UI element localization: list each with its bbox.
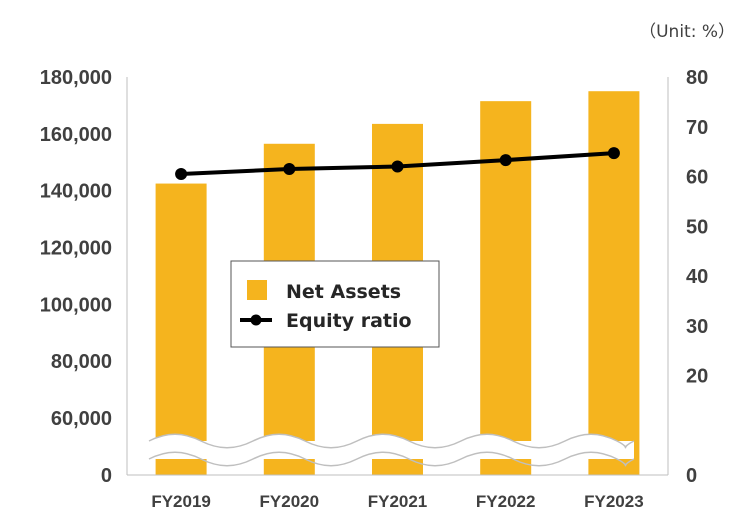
category-label-fy2019: FY2019 [151, 492, 211, 511]
legend-swatch-marker-equity-ratio [250, 314, 262, 326]
left-axis-ticks: 0 60,000 80,000 100,000 120,000 140,000 160,00… [40, 67, 112, 487]
right-tick-label: 50 [686, 216, 708, 238]
category-label-fy2020: FY2020 [260, 492, 320, 511]
legend-swatch-net-assets [247, 280, 267, 300]
left-tick-label: 160,000 [40, 124, 112, 146]
unit-label: （Unit: %） [639, 22, 735, 42]
equity-ratio-point-fy2020 [283, 163, 296, 176]
right-tick-label: 80 [686, 67, 708, 89]
legend-label-net-assets: Net Assets [286, 281, 401, 303]
bar-fy2019 [155, 183, 207, 475]
axis-break [148, 433, 635, 467]
right-tick-label: 40 [686, 266, 708, 288]
legend-box [230, 260, 440, 348]
legend-label-equity-ratio: Equity ratio [286, 310, 412, 332]
legend: Net Assets Equity ratio [230, 260, 440, 348]
left-tick-label: 140,000 [40, 181, 112, 203]
equity-ratio-line [175, 147, 620, 181]
equity-ratio-point-fy2019 [175, 168, 188, 181]
left-tick-label: 120,000 [40, 238, 112, 260]
axis-break-line-top [148, 433, 635, 449]
equity-ratio-point-fy2023 [607, 147, 620, 160]
right-tick-label: 60 [686, 167, 708, 189]
axes [126, 77, 669, 476]
left-tick-label: 180,000 [40, 67, 112, 89]
category-labels: FY2019 FY2020 FY2021 FY2022 FY2023 [151, 492, 643, 511]
category-label-fy2022: FY2022 [476, 492, 536, 511]
equity-ratio-point-fy2021 [391, 160, 404, 173]
axis-break-fill [149, 441, 634, 459]
category-label-fy2023: FY2023 [584, 492, 644, 511]
category-label-fy2021: FY2021 [368, 492, 428, 511]
left-tick-label: 60,000 [51, 408, 112, 430]
left-tick-label: 100,000 [40, 294, 112, 316]
axis-break-line-bottom [148, 451, 635, 467]
right-tick-label: 20 [686, 366, 708, 388]
right-tick-label: 0 [686, 465, 697, 487]
right-axis-ticks: 0 20 30 40 50 60 70 80 [686, 67, 708, 487]
right-tick-label: 70 [686, 117, 708, 139]
left-tick-label: 80,000 [51, 351, 112, 373]
equity-ratio-point-fy2022 [499, 154, 512, 167]
right-tick-label: 30 [686, 316, 708, 338]
left-tick-label: 0 [101, 465, 112, 487]
